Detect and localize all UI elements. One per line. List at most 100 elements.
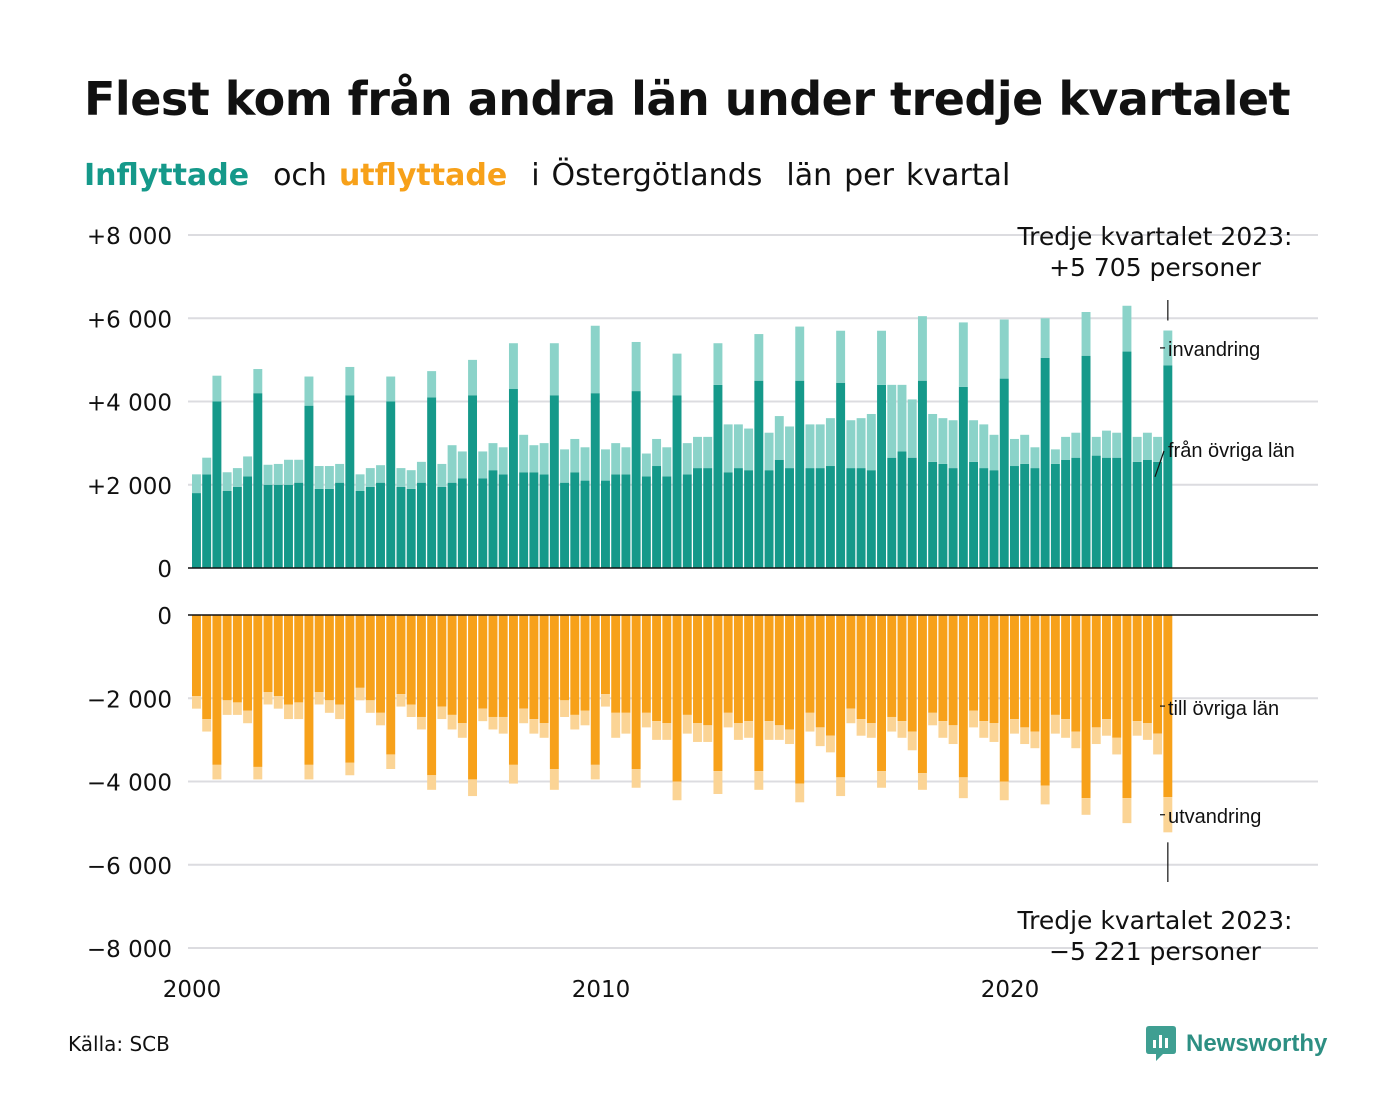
annotation-bottom-value: −5 221 personer bbox=[1049, 937, 1262, 966]
bar-in-domestic bbox=[192, 493, 201, 568]
bar-out-emigration bbox=[222, 700, 232, 715]
bar-out-emigration bbox=[693, 723, 702, 742]
bar-in-immigration bbox=[396, 468, 406, 487]
bar-in-immigration bbox=[284, 459, 293, 485]
bar-in-domestic bbox=[785, 468, 794, 568]
bar-out-emigration bbox=[928, 712, 938, 726]
bar-out-domestic bbox=[232, 615, 242, 703]
bar-in-immigration bbox=[641, 453, 651, 477]
bar-out-domestic bbox=[723, 615, 733, 713]
bar-out-emigration bbox=[754, 771, 764, 790]
bar-out-emigration bbox=[703, 725, 713, 742]
newsworthy-logo-icon bbox=[1146, 1026, 1176, 1061]
bar-out-emigration bbox=[1020, 727, 1030, 745]
bar-in-immigration bbox=[222, 472, 232, 491]
bar-out-emigration bbox=[498, 716, 508, 734]
bar-in-immigration bbox=[488, 443, 498, 471]
bar-in-immigration bbox=[406, 470, 416, 489]
bar-in-domestic bbox=[1112, 457, 1122, 568]
bar-in-immigration bbox=[335, 463, 345, 483]
bar-in-immigration bbox=[314, 466, 324, 489]
bar-in-immigration bbox=[713, 343, 723, 385]
bar-out-domestic bbox=[836, 615, 846, 778]
bar-out-emigration bbox=[273, 696, 283, 709]
bar-in-domestic bbox=[611, 474, 621, 568]
bar-in-domestic bbox=[928, 461, 938, 568]
bar-in-domestic bbox=[314, 488, 324, 568]
bar-out-domestic bbox=[386, 615, 396, 755]
bar-in-domestic bbox=[764, 470, 774, 568]
bar-out-domestic bbox=[1132, 615, 1142, 722]
bottom-y-tick-label: −8 000 bbox=[87, 937, 172, 963]
bar-in-domestic bbox=[1142, 459, 1152, 568]
newsworthy-logo: Newsworthy bbox=[1146, 1022, 1327, 1066]
bar-in-immigration bbox=[539, 443, 549, 475]
bar-in-immigration bbox=[365, 468, 375, 487]
bar-out-emigration bbox=[519, 708, 529, 724]
bar-out-emigration bbox=[672, 781, 682, 801]
bar-out-emigration bbox=[979, 721, 989, 738]
bar-out-emigration bbox=[805, 712, 815, 732]
bar-in-immigration bbox=[1050, 449, 1060, 464]
bar-out-emigration bbox=[877, 771, 886, 788]
bar-in-domestic bbox=[243, 476, 253, 568]
bar-out-domestic bbox=[212, 615, 222, 765]
bar-in-domestic bbox=[232, 486, 242, 568]
source-note: Källa: SCB bbox=[68, 1032, 170, 1056]
bar-in-immigration bbox=[733, 424, 743, 469]
bar-out-domestic bbox=[529, 615, 539, 720]
bar-out-emigration bbox=[355, 687, 365, 701]
bar-in-immigration bbox=[764, 432, 774, 471]
bar-in-immigration bbox=[355, 474, 365, 491]
bar-out-domestic bbox=[1040, 615, 1050, 786]
bar-out-domestic bbox=[437, 615, 447, 707]
bar-in-immigration bbox=[672, 353, 682, 396]
bar-in-domestic bbox=[549, 395, 559, 568]
bar-in-domestic bbox=[508, 389, 518, 568]
bar-in-domestic bbox=[560, 482, 570, 568]
bar-in-immigration bbox=[917, 316, 927, 381]
bar-out-domestic bbox=[498, 615, 508, 717]
bar-in-immigration bbox=[202, 457, 212, 475]
bar-out-emigration bbox=[1050, 714, 1060, 734]
bar-out-emigration bbox=[1030, 731, 1040, 749]
bar-out-domestic bbox=[887, 615, 897, 717]
bar-out-domestic bbox=[866, 615, 876, 724]
bar-in-immigration bbox=[938, 418, 948, 464]
bar-in-immigration bbox=[243, 456, 253, 477]
bar-out-emigration bbox=[682, 714, 692, 734]
bar-out-emigration bbox=[212, 764, 222, 780]
bar-in-immigration bbox=[437, 463, 447, 487]
bar-in-domestic bbox=[969, 461, 979, 568]
bar-out-domestic bbox=[365, 615, 375, 701]
bar-out-domestic bbox=[1071, 615, 1081, 732]
top-y-tick-label: +2 000 bbox=[87, 474, 172, 500]
annotation-layer: Tredje kvartalet 2023: +5 705 personer T… bbox=[1017, 222, 1295, 966]
subtitle-word-4: per bbox=[844, 158, 894, 193]
bar-in-immigration bbox=[529, 445, 539, 473]
bar-out-domestic bbox=[877, 615, 886, 772]
bar-in-immigration bbox=[560, 449, 570, 483]
bar-in-domestic bbox=[601, 480, 610, 568]
bar-out-domestic bbox=[641, 615, 651, 713]
bar-out-domestic bbox=[672, 615, 682, 782]
bar-in-immigration bbox=[447, 445, 457, 483]
annotation-bottom-title: Tredje kvartalet 2023: bbox=[1017, 906, 1293, 935]
bar-in-immigration bbox=[877, 330, 886, 385]
bar-out-domestic bbox=[1061, 615, 1071, 720]
bar-in-domestic bbox=[846, 468, 856, 568]
subtitle-word-1: i bbox=[531, 158, 540, 193]
bar-in-domestic bbox=[897, 451, 907, 568]
bar-out-emigration bbox=[1163, 797, 1173, 833]
bar-out-domestic bbox=[621, 615, 631, 713]
bar-in-immigration bbox=[999, 319, 1009, 379]
bar-out-emigration bbox=[1142, 723, 1152, 740]
bar-in-immigration bbox=[723, 424, 733, 473]
bar-in-domestic bbox=[488, 470, 498, 568]
bar-in-immigration bbox=[1132, 436, 1142, 462]
bar-in-immigration bbox=[662, 447, 672, 477]
bar-out-emigration bbox=[948, 725, 958, 745]
x-tick-label: 2000 bbox=[163, 977, 222, 1003]
bar-out-emigration bbox=[478, 708, 488, 722]
bar-in-immigration bbox=[652, 438, 662, 467]
